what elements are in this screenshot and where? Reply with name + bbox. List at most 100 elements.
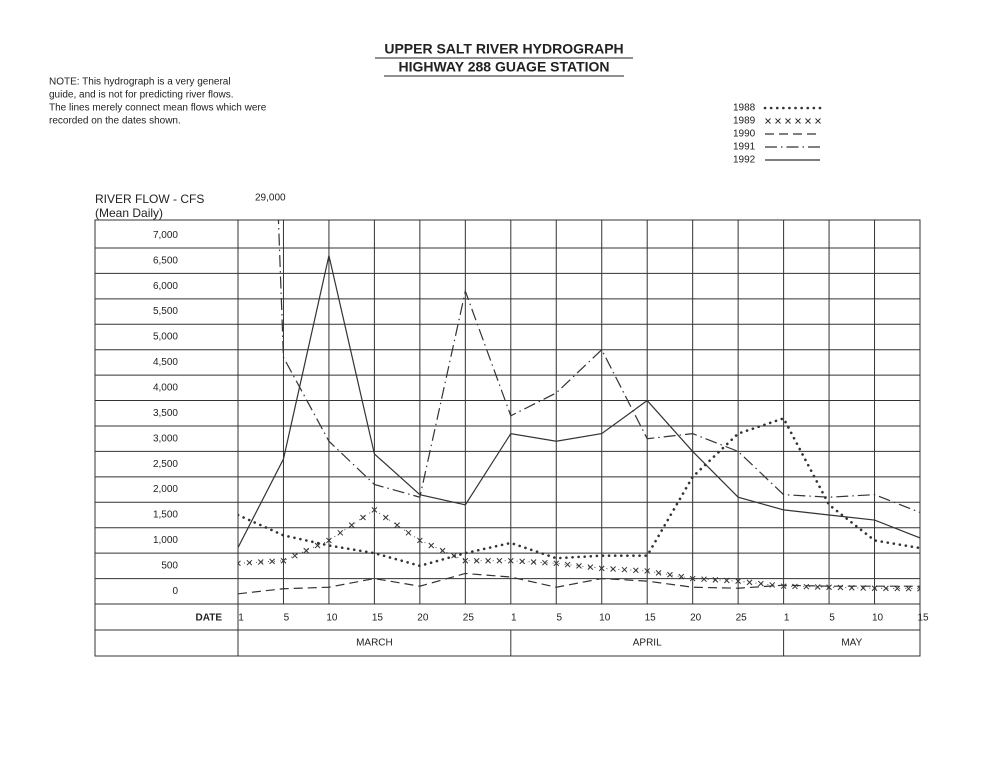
x-tick-label: 5 <box>556 613 562 624</box>
cross-marker <box>394 522 400 529</box>
cross-marker <box>337 529 344 536</box>
legend-marker <box>805 118 811 124</box>
cross-marker <box>621 566 628 573</box>
note: The lines merely connect mean flows whic… <box>49 103 267 114</box>
cross-marker <box>803 583 810 590</box>
cross-marker <box>712 576 719 583</box>
y-tick-label: 0 <box>172 586 178 597</box>
cross-marker <box>405 529 412 536</box>
series-line <box>238 572 920 595</box>
cross-marker <box>326 537 332 544</box>
y-tick-label: 7,000 <box>153 230 178 241</box>
y-axis-label: (Mean Daily) <box>95 206 163 220</box>
legend-label: 1988 <box>733 103 756 114</box>
y-tick-label: 3,000 <box>153 433 178 444</box>
y-tick-label: 4,000 <box>153 382 178 393</box>
cross-marker <box>382 514 389 521</box>
cross-marker <box>485 557 491 564</box>
x-tick-label: 1 <box>511 613 517 624</box>
chart-title: UPPER SALT RIVER HYDROGRAPH <box>384 41 623 57</box>
annotation: 29,000 <box>255 193 286 204</box>
x-tick-label: 1 <box>238 613 244 624</box>
note: NOTE: This hydrograph is a very general <box>49 77 231 88</box>
cross-marker <box>758 580 764 587</box>
x-tick-label: 10 <box>599 613 611 624</box>
cross-marker <box>735 578 741 584</box>
cross-marker <box>814 584 821 590</box>
y-tick-label: 2,500 <box>153 459 178 470</box>
cross-marker <box>780 583 787 590</box>
legend-label: 1992 <box>733 155 756 166</box>
note: guide, and is not for predicting river f… <box>49 90 234 101</box>
series-line <box>238 416 920 568</box>
cross-marker <box>238 560 241 567</box>
cross-marker <box>428 542 435 549</box>
x-axis-label: DATE <box>196 613 223 624</box>
cross-marker <box>632 567 639 574</box>
y-tick-label: 2,000 <box>153 484 178 495</box>
legend-marker <box>765 118 771 124</box>
x-tick-label: 10 <box>326 613 338 624</box>
cross-marker <box>257 559 264 565</box>
legend-label: 1990 <box>733 129 756 140</box>
month-label: APRIL <box>633 638 662 649</box>
cross-marker <box>564 561 571 568</box>
x-tick-label: 15 <box>645 613 657 624</box>
chart-title: HIGHWAY 288 GUAGE STATION <box>398 59 609 75</box>
x-tick-label: 15 <box>372 613 384 624</box>
legend-label: 1989 <box>733 116 756 127</box>
cross-marker <box>303 547 310 554</box>
plot-area <box>238 220 920 595</box>
month-label: MAY <box>841 638 862 649</box>
y-tick-label: 5,500 <box>153 306 178 317</box>
month-label: MARCH <box>356 638 393 649</box>
cross-marker <box>314 542 321 549</box>
cross-marker <box>667 571 673 578</box>
y-tick-label: 500 <box>161 560 178 571</box>
legend-marker <box>775 118 781 124</box>
cross-marker <box>462 557 469 564</box>
legend-marker <box>795 118 801 124</box>
legend-marker <box>815 118 821 124</box>
x-tick-label: 5 <box>829 613 835 624</box>
cross-marker <box>451 552 457 559</box>
cross-marker <box>576 563 582 569</box>
cross-marker <box>530 559 537 565</box>
cross-marker <box>519 558 526 565</box>
cross-marker <box>701 576 707 583</box>
y-axis-label: RIVER FLOW - CFS <box>95 192 204 206</box>
cross-marker <box>610 566 616 572</box>
y-tick-label: 4,500 <box>153 357 178 368</box>
x-tick-label: 5 <box>284 613 290 624</box>
x-tick-label: 20 <box>417 613 429 624</box>
cross-marker <box>496 557 503 564</box>
cross-marker <box>542 559 548 566</box>
cross-marker <box>826 584 832 591</box>
y-tick-label: 1,000 <box>153 535 178 546</box>
cross-marker <box>553 560 560 567</box>
plot-frame <box>94 219 921 657</box>
cross-marker <box>360 514 366 521</box>
y-tick-label: 6,000 <box>153 281 178 292</box>
cross-marker <box>917 585 920 592</box>
cross-marker <box>598 565 605 572</box>
x-tick-label: 15 <box>917 613 929 624</box>
x-tick-label: 20 <box>690 613 702 624</box>
cross-marker <box>678 573 685 580</box>
cross-marker <box>473 557 480 564</box>
cross-marker <box>269 558 275 565</box>
cross-marker <box>439 547 446 554</box>
cross-marker <box>689 575 696 582</box>
cross-marker <box>655 569 662 576</box>
series-line <box>277 220 920 514</box>
cross-marker <box>280 557 287 564</box>
cross-marker <box>723 577 730 584</box>
cross-marker <box>246 559 253 566</box>
legend-marker <box>785 118 791 124</box>
cross-marker <box>894 585 901 592</box>
cross-marker <box>371 507 378 513</box>
y-tick-label: 5,000 <box>153 332 178 343</box>
y-tick-label: 3,500 <box>153 408 178 419</box>
cross-marker <box>291 552 298 559</box>
